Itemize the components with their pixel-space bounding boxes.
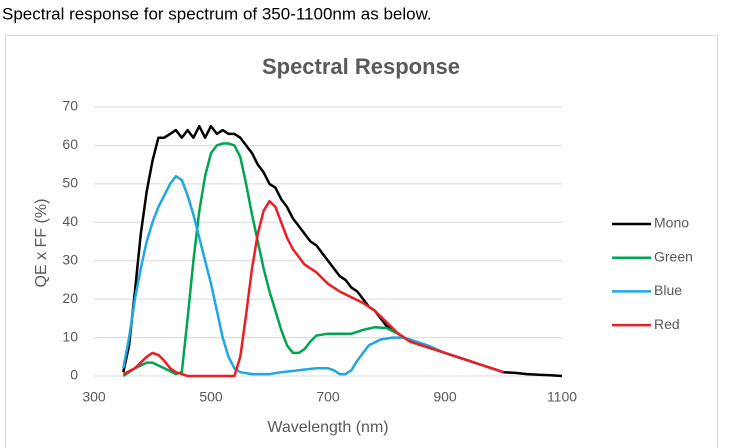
y-tick-label: 40 bbox=[62, 213, 78, 229]
x-tick-label: 500 bbox=[199, 389, 223, 405]
series-line bbox=[122, 199, 504, 378]
y-tick-label: 0 bbox=[70, 367, 78, 383]
chart-title: Spectral Response bbox=[262, 54, 460, 79]
legend-label: Mono bbox=[654, 215, 689, 231]
legend-label: Green bbox=[654, 248, 693, 264]
legend-label: Blue bbox=[654, 282, 682, 298]
x-tick-label: 900 bbox=[433, 389, 457, 405]
x-tick-label: 700 bbox=[316, 389, 340, 405]
y-tick-label: 10 bbox=[62, 328, 78, 344]
y-tick-label: 60 bbox=[62, 136, 78, 152]
chart-frame bbox=[5, 35, 718, 448]
y-axis-label: QE x FF (%) bbox=[33, 199, 50, 288]
y-tick-label: 20 bbox=[62, 290, 78, 306]
x-tick-label: 300 bbox=[82, 389, 106, 405]
legend-label: Red bbox=[654, 316, 680, 332]
y-tick-label: 50 bbox=[62, 175, 78, 191]
series-line bbox=[122, 124, 563, 378]
y-tick-label: 30 bbox=[62, 251, 78, 267]
x-tick-label: 1100 bbox=[547, 389, 577, 405]
y-tick-label: 70 bbox=[62, 98, 78, 114]
header-text: Spectral response for spectrum of 350-11… bbox=[2, 4, 432, 23]
series-line bbox=[122, 174, 504, 376]
x-axis-label: Wavelength (nm) bbox=[267, 419, 388, 436]
